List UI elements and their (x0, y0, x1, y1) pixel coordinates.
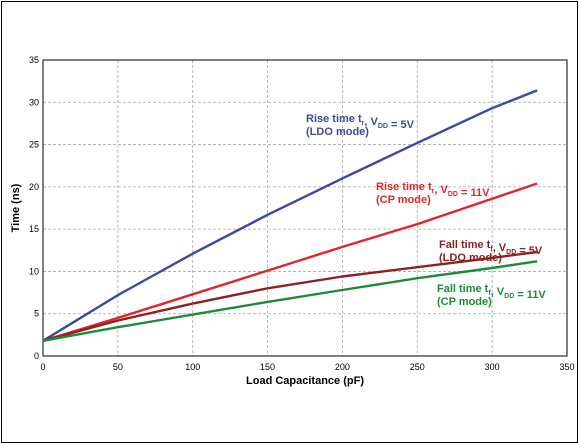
axes: 0 50 100 150 200 250 300 350 0 5 10 15 20 25 30 35 (29, 55, 575, 372)
annotation-3-line2: (LDO mode) (439, 252, 502, 264)
annotation-1-line1: Rise time tr, VDD = 5V (306, 113, 415, 131)
x-tick-label: 150 (260, 362, 275, 372)
grid (43, 60, 567, 356)
series-group (42, 89, 538, 342)
y-tick-label: 25 (29, 140, 39, 150)
annotation-2-line1: Rise time tr, VDD = 11V (376, 181, 490, 199)
series-line-2 (42, 182, 538, 342)
annotation-3-line1: Fall time tf, VDD = 5V (439, 239, 543, 257)
y-tick-label: 10 (29, 266, 39, 276)
plot-border (42, 59, 568, 357)
x-tick-label: 250 (410, 362, 425, 372)
series-line-3 (42, 250, 538, 342)
x-tick-label: 50 (113, 362, 123, 372)
x-tick-label: 0 (40, 362, 45, 372)
y-tick-label: 20 (29, 182, 39, 192)
x-tick-label: 350 (559, 362, 574, 372)
y-tick-label: 30 (29, 97, 39, 107)
x-tick-label: 300 (485, 362, 500, 372)
y-tick-label: 35 (29, 55, 39, 65)
annotation-4-line2: (CP mode) (437, 296, 492, 308)
annotation-4-line1: Fall time tf, VDD = 11V (437, 283, 546, 301)
annotation-1-line2: (LDO mode) (306, 126, 369, 138)
series-line-4 (42, 260, 538, 342)
y-tick-label: 5 (34, 309, 39, 319)
x-axis-label: Load Capacitance (pF) (246, 375, 364, 387)
plot-area (43, 60, 567, 356)
y-tick-label: 15 (29, 224, 39, 234)
x-tick-label: 200 (335, 362, 350, 372)
annotations: Rise time tr, VDD = 5V(LDO mode)Rise tim… (306, 113, 546, 308)
y-tick-label: 0 (34, 351, 39, 361)
annotation-2-line2: (CP mode) (376, 194, 431, 206)
series-line-1 (42, 89, 538, 342)
y-axis-label: Time (ns) (10, 183, 22, 232)
x-tick-label: 100 (185, 362, 200, 372)
